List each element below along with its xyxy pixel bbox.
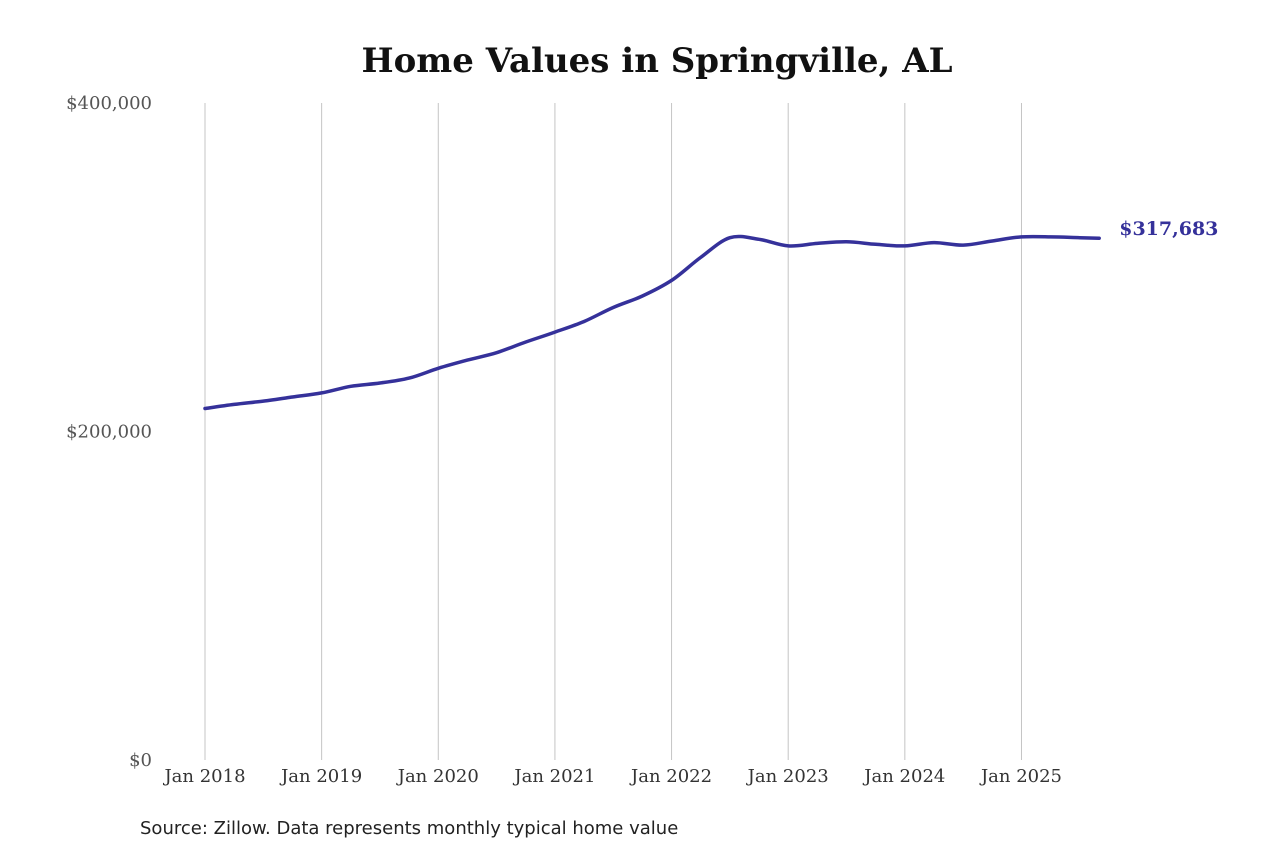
end-value-label: $317,683	[1119, 218, 1218, 240]
x-tick-label: Jan 2023	[746, 766, 829, 787]
x-tick-label: Jan 2021	[512, 766, 595, 787]
x-tick-label: Jan 2024	[862, 766, 945, 787]
x-tick-label: Jan 2020	[396, 766, 479, 787]
x-tick-label: Jan 2025	[979, 766, 1062, 787]
x-tick-label: Jan 2018	[162, 766, 245, 787]
y-tick-label: $200,000	[66, 422, 152, 443]
x-tick-label: Jan 2019	[279, 766, 362, 787]
grid-lines	[204, 103, 1022, 760]
series-layer	[203, 234, 1101, 411]
y-tick-label: $400,000	[66, 93, 152, 114]
chart-title: Home Values in Springville, AL	[362, 41, 953, 81]
y-tick-label: $0	[129, 750, 152, 771]
series-line	[203, 234, 1101, 411]
x-tick-label: Jan 2022	[629, 766, 712, 787]
x-axis: Jan 2018 Jan 2019 Jan 2020 Jan 2021 Jan 2022…	[162, 766, 1062, 787]
y-axis: $0 $200,000 $400,000	[66, 93, 152, 771]
source-note: Source: Zillow. Data represents monthly …	[140, 818, 678, 839]
